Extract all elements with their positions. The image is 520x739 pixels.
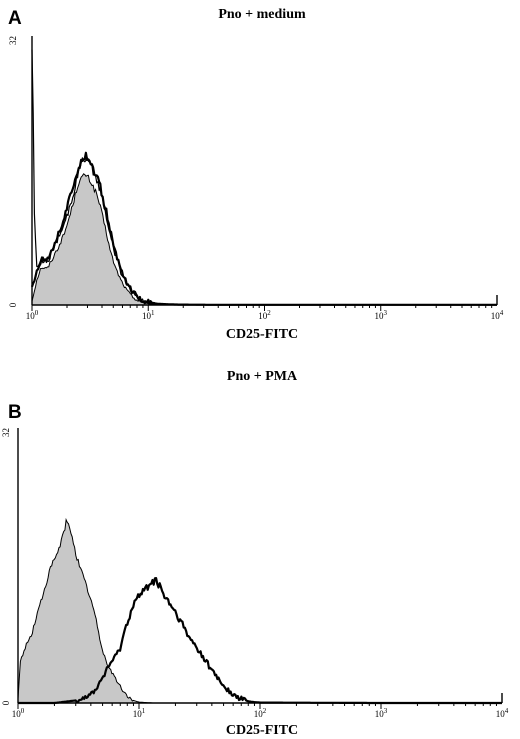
panel-a-y-tick-label: 32 (8, 36, 18, 45)
panel-b-x-tick-label: 103 (375, 707, 388, 719)
panel-b-x-axis-label: CD25-FITC (226, 723, 298, 738)
panel-b-y-tick-label: 32 (1, 428, 11, 437)
panel-a-y-tick-label: 0 (8, 302, 18, 307)
panel-a-title: Pno + medium (218, 7, 306, 22)
panel-a-x-tick-label: 103 (375, 309, 388, 321)
panel-a-x-tick-label: 104 (491, 309, 504, 321)
panel-a-x-tick-label: 102 (258, 309, 271, 321)
panel-b-title: Pno + PMA (227, 369, 298, 384)
panel-b-x-tick-label: 104 (496, 707, 509, 719)
panel-a: A Pno + medium CD25-FITC 0 32 100 101 102 103… (8, 7, 504, 342)
panel-a-plot-area: 0 32 100 101 102 103 104 (8, 36, 504, 321)
panel-b-letter: B (8, 402, 22, 423)
panel-b-x-tick-label: 100 (12, 707, 25, 719)
panel-b-x-tick-label: 102 (254, 707, 267, 719)
panel-b-plot-area: 0 32 100 101 102 103 104 (1, 428, 509, 719)
panel-b-x-tick-label: 101 (133, 707, 146, 719)
panel-b-y-tick-label: 0 (1, 700, 11, 705)
panel-a-x-tick-label: 100 (26, 309, 39, 321)
panel-a-x-axis-label: CD25-FITC (226, 327, 298, 342)
panel-a-x-tick-label: 101 (142, 309, 155, 321)
panel-a-series-0-area (31, 173, 166, 306)
panel-b: B Pno + PMA CD25-FITC 0 32 100 101 102 103 104 (1, 369, 509, 738)
panel-a-letter: A (8, 8, 22, 29)
panel-b-series-0-area (17, 517, 153, 704)
